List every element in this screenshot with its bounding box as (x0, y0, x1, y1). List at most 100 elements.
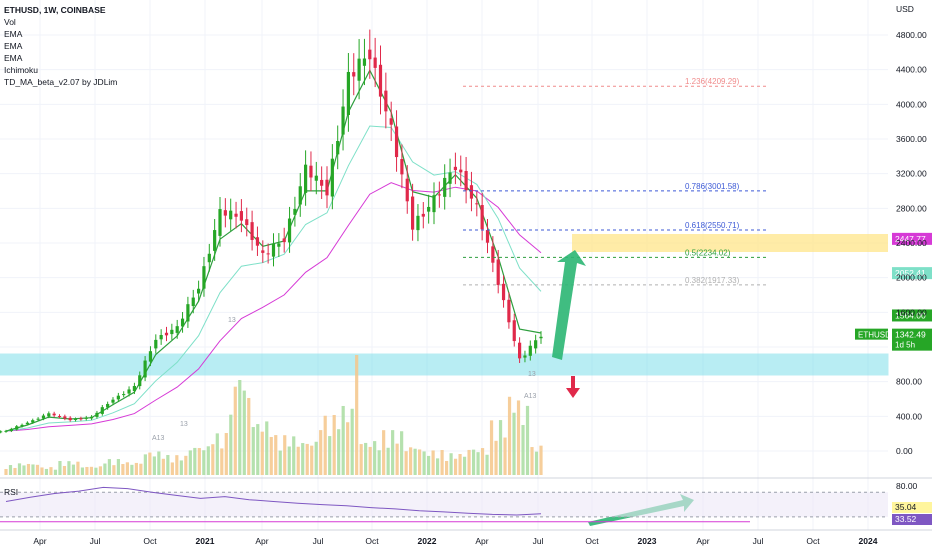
legend-ema-2[interactable]: EMA (4, 41, 23, 51)
candle-body (421, 213, 425, 217)
ema-slow-line (5, 182, 542, 432)
td-marker: A13 (524, 393, 537, 400)
volume-bar (287, 446, 291, 475)
volume-bar (44, 468, 49, 475)
volume-bar (471, 449, 476, 475)
x-tick-label: 2023 (638, 536, 657, 546)
candle-body (31, 420, 35, 423)
volume-bar (373, 441, 377, 475)
volume-bar (58, 461, 62, 475)
candle-body (389, 118, 393, 125)
volume-bar (17, 463, 22, 475)
volume-bar (265, 421, 269, 475)
volume-bar (498, 420, 503, 475)
volume-bar (377, 450, 381, 475)
volume-bar (13, 467, 17, 475)
volume-bar (224, 433, 228, 475)
fib-level-label: 0.382(1917.33) (685, 276, 740, 285)
candle-body (277, 243, 281, 247)
y-tick-label: 2800.00 (896, 203, 927, 213)
candle-body (186, 304, 190, 322)
candle-body (475, 203, 479, 205)
candle-body (352, 72, 356, 77)
volume-bar (341, 405, 345, 475)
candle-body (159, 335, 163, 340)
volume-bar (130, 464, 134, 475)
volume-bar (283, 435, 287, 475)
candle-body (90, 416, 94, 419)
candle-body (309, 165, 313, 178)
td-marker: 13 (228, 317, 236, 324)
volume-bar (260, 431, 264, 475)
price-tag-countdown: 1d 5h (895, 341, 915, 350)
candle-body (287, 218, 292, 243)
y-tick-label: 4800.00 (896, 30, 927, 40)
candle-body (432, 195, 436, 213)
candle-body (405, 178, 409, 202)
candle-body (266, 253, 270, 255)
price-tag (892, 267, 932, 280)
candle-body (496, 259, 500, 286)
volume-bar (121, 464, 125, 475)
y-tick-label: 800.00 (896, 377, 922, 387)
x-tick-label: Oct (365, 536, 379, 546)
volume-bar (489, 420, 494, 475)
candle-body (191, 297, 195, 307)
candle-body (336, 140, 340, 155)
volume-bar (152, 456, 156, 475)
volume-bar (418, 449, 422, 475)
volume-bar (512, 412, 516, 475)
x-tick-label: 2022 (418, 536, 437, 546)
candle-body (271, 243, 276, 257)
y-tick-label: 3200.00 (896, 169, 927, 179)
legend-ema-1[interactable]: EMA (4, 29, 23, 39)
legend-td-ma[interactable]: TD_MA_beta_v2.07 by JDLim (4, 77, 118, 87)
volume-bar (233, 386, 237, 475)
candle-body (282, 238, 286, 243)
y-tick-label: 4000.00 (896, 99, 927, 109)
legend-ema-3[interactable]: EMA (4, 53, 23, 63)
legend-ichimoku[interactable]: Ichimoku (4, 65, 39, 75)
rsi-value-tag (892, 502, 932, 513)
price-tag-text: 1564.00 (895, 310, 926, 320)
rsi-ma-tag (892, 514, 932, 525)
volume-bar (4, 469, 8, 475)
volume-bar (350, 408, 354, 475)
candle-body (41, 415, 46, 419)
candle-body (207, 253, 211, 263)
candle-body (245, 219, 249, 226)
volume-bar (170, 462, 174, 475)
x-tick-label: Apr (475, 536, 488, 546)
volume-bar (395, 443, 399, 475)
candle-body (100, 407, 104, 414)
candle-body (234, 213, 238, 217)
candle-body (20, 424, 24, 427)
candle-body (378, 64, 383, 97)
candle-body (79, 418, 83, 420)
candle-body (47, 413, 51, 417)
candle-body (394, 126, 399, 158)
x-tick-label: Oct (143, 536, 157, 546)
volume-bar (467, 449, 471, 475)
volume-bar (242, 390, 246, 475)
volume-bar (521, 425, 525, 475)
volume-bar (391, 430, 395, 475)
candle-body (68, 417, 72, 421)
volume-bar (359, 444, 363, 475)
candle-body (175, 326, 179, 333)
volume-bar (175, 455, 179, 475)
volume-bar (251, 427, 255, 475)
volume-bar (301, 443, 305, 475)
volume-bar (197, 448, 201, 475)
volume-bar (148, 452, 152, 475)
candle-body (255, 237, 260, 246)
rsi-pane-label: RSI (4, 487, 19, 497)
volume-bar (337, 429, 341, 475)
volume-bar (139, 463, 143, 475)
candle-body (143, 360, 147, 378)
legend-vol[interactable]: Vol (4, 17, 16, 27)
td-marker: 13 (528, 371, 536, 378)
volume-bar (292, 436, 296, 475)
